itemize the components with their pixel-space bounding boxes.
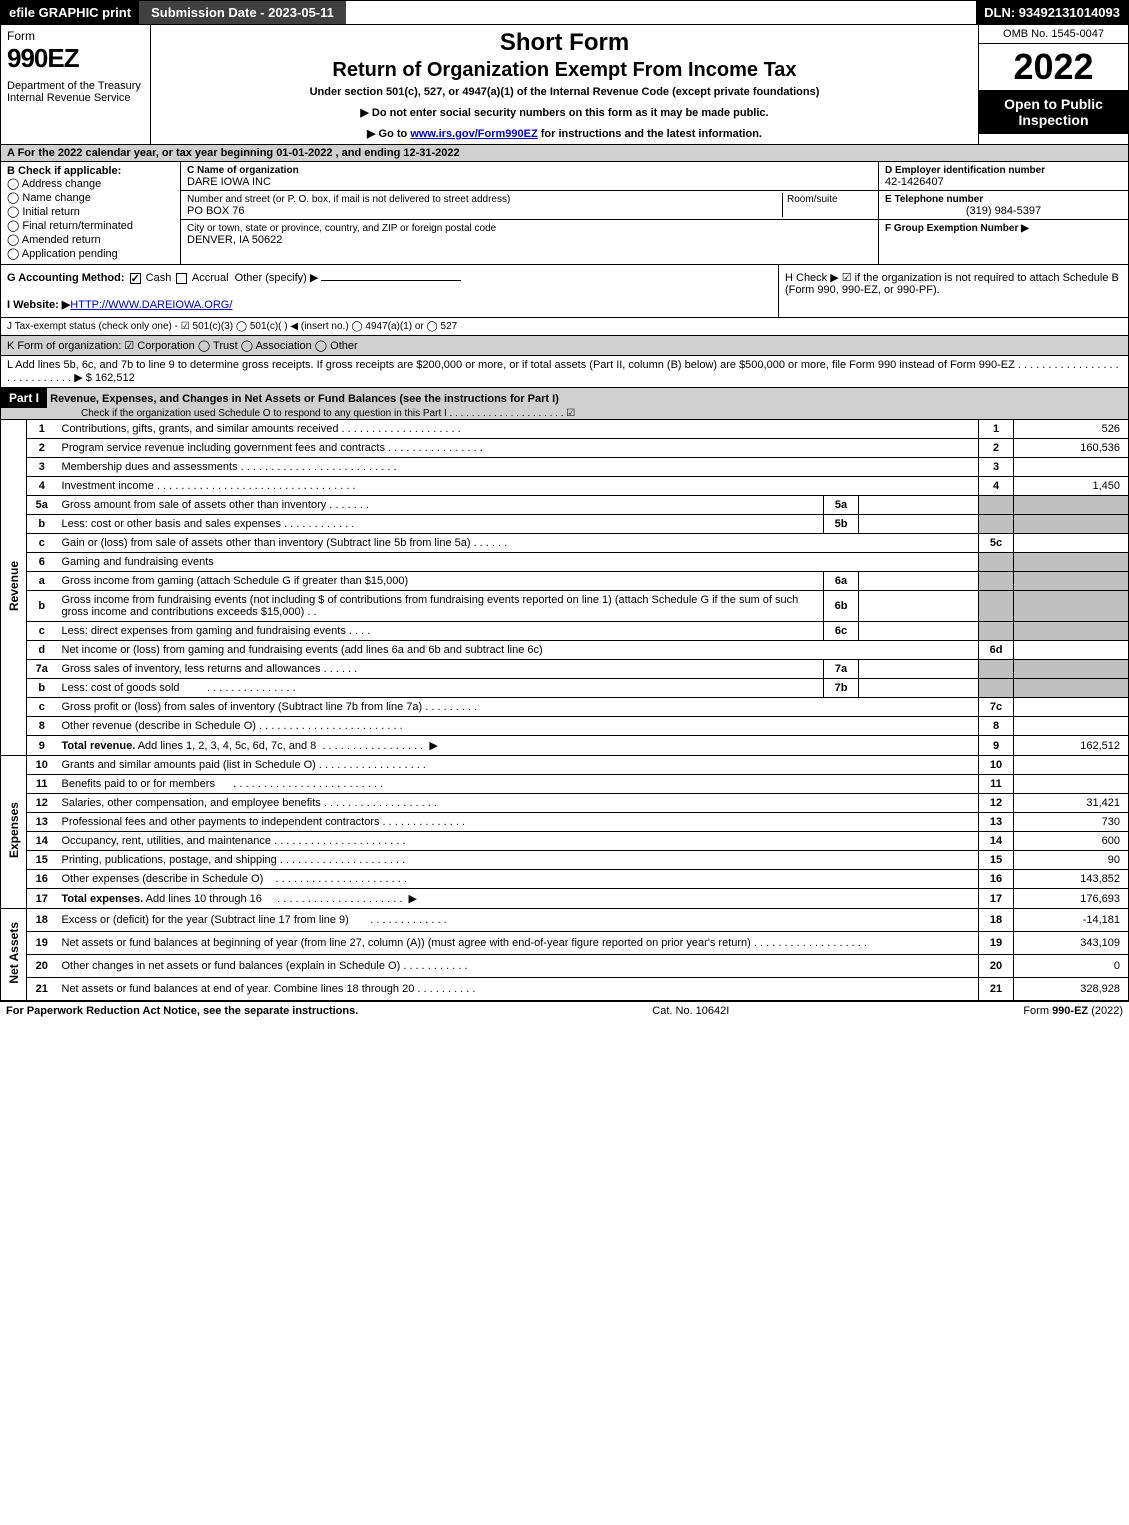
revenue-sidebar: Revenue: [7, 551, 21, 621]
city: DENVER, IA 50622: [187, 234, 282, 246]
omb-number: OMB No. 1545-0047: [979, 25, 1128, 44]
line-6d: dNet income or (loss) from gaming and fu…: [1, 641, 1129, 660]
footer-center: Cat. No. 10642I: [652, 1005, 729, 1017]
section-k: K Form of organization: ☑ Corporation ◯ …: [0, 336, 1129, 356]
line-7c: cGross profit or (loss) from sales of in…: [1, 698, 1129, 717]
line-14: 14Occupancy, rent, utilities, and mainte…: [1, 832, 1129, 851]
goto-note: ▶ Go to www.irs.gov/Form990EZ for instru…: [161, 127, 968, 140]
chk-final[interactable]: ◯ Final return/terminated: [7, 219, 174, 232]
line-2: 2Program service revenue including gover…: [1, 439, 1129, 458]
dln: DLN: 93492131014093: [976, 1, 1128, 24]
line-18: Net Assets 18Excess or (deficit) for the…: [1, 909, 1129, 932]
top-bar: efile GRAPHIC print Submission Date - 20…: [0, 0, 1129, 25]
line-6a: aGross income from gaming (attach Schedu…: [1, 572, 1129, 591]
form-header: Form 990EZ Department of the Treasury In…: [0, 25, 1129, 145]
line-17: 17Total expenses. Add lines 10 through 1…: [1, 889, 1129, 909]
open-inspection: Open to Public Inspection: [979, 90, 1128, 134]
chk-accrual[interactable]: [176, 273, 187, 284]
line-12: 12Salaries, other compensation, and empl…: [1, 794, 1129, 813]
line-5c: cGain or (loss) from sale of assets othe…: [1, 534, 1129, 553]
section-d: D Employer identification number 42-1426…: [878, 162, 1128, 264]
line-10: Expenses 10Grants and similar amounts pa…: [1, 756, 1129, 775]
line-6b: bGross income from fundraising events (n…: [1, 591, 1129, 622]
part-1-table: Revenue 1Contributions, gifts, grants, a…: [0, 420, 1129, 1001]
line-9: 9Total revenue. Add lines 1, 2, 3, 4, 5c…: [1, 736, 1129, 756]
line-11: 11Benefits paid to or for members . . . …: [1, 775, 1129, 794]
website-link[interactable]: HTTP://WWW.DAREIOWA.ORG/: [70, 299, 232, 311]
header-right: OMB No. 1545-0047 2022 Open to Public In…: [978, 25, 1128, 144]
section-b: B Check if applicable: ◯ Address change …: [1, 162, 181, 264]
section-gh: G Accounting Method: Cash Accrual Other …: [0, 265, 1129, 318]
expenses-sidebar: Expenses: [7, 792, 21, 868]
header-left: Form 990EZ Department of the Treasury In…: [1, 25, 151, 144]
main-title: Return of Organization Exempt From Incom…: [161, 59, 968, 82]
netassets-sidebar: Net Assets: [7, 912, 21, 994]
line-1: Revenue 1Contributions, gifts, grants, a…: [1, 420, 1129, 439]
line-15: 15Printing, publications, postage, and s…: [1, 851, 1129, 870]
line-6: 6Gaming and fundraising events: [1, 553, 1129, 572]
ein: 42-1426407: [885, 176, 944, 188]
department: Department of the Treasury Internal Reve…: [7, 80, 144, 104]
section-l: L Add lines 5b, 6c, and 7b to line 9 to …: [0, 356, 1129, 388]
chk-amended[interactable]: ◯ Amended return: [7, 233, 174, 246]
line-20: 20Other changes in net assets or fund ba…: [1, 954, 1129, 977]
short-form-title: Short Form: [161, 29, 968, 57]
line-5b: bLess: cost or other basis and sales exp…: [1, 515, 1129, 534]
line-3: 3Membership dues and assessments . . . .…: [1, 458, 1129, 477]
line-7b: bLess: cost of goods sold . . . . . . . …: [1, 679, 1129, 698]
header-center: Short Form Return of Organization Exempt…: [151, 25, 978, 144]
chk-name[interactable]: ◯ Name change: [7, 191, 174, 204]
ssn-note: ▶ Do not enter social security numbers o…: [161, 106, 968, 119]
line-13: 13Professional fees and other payments t…: [1, 813, 1129, 832]
section-a: A For the 2022 calendar year, or tax yea…: [0, 145, 1129, 162]
section-c: C Name of organization DARE IOWA INC Num…: [181, 162, 878, 264]
telephone: (319) 984-5397: [885, 205, 1122, 217]
efile-label[interactable]: efile GRAPHIC print: [1, 1, 139, 24]
subtitle: Under section 501(c), 527, or 4947(a)(1)…: [161, 86, 968, 98]
chk-address[interactable]: ◯ Address change: [7, 177, 174, 190]
section-j: J Tax-exempt status (check only one) - ☑…: [0, 318, 1129, 336]
form-number: 990EZ: [7, 43, 144, 74]
street: PO BOX 76: [187, 205, 244, 217]
line-6c: cLess: direct expenses from gaming and f…: [1, 622, 1129, 641]
form-word: Form: [7, 29, 144, 43]
line-21: 21Net assets or fund balances at end of …: [1, 977, 1129, 1000]
footer-right: Form 990-EZ (2022): [1023, 1005, 1123, 1017]
line-19: 19Net assets or fund balances at beginni…: [1, 931, 1129, 954]
submission-date: Submission Date - 2023-05-11: [139, 1, 346, 24]
line-16: 16Other expenses (describe in Schedule O…: [1, 870, 1129, 889]
tax-year: 2022: [979, 44, 1128, 90]
part-1-header: Part I Revenue, Expenses, and Changes in…: [0, 388, 1129, 420]
irs-link[interactable]: www.irs.gov/Form990EZ: [410, 128, 537, 140]
line-5a: 5aGross amount from sale of assets other…: [1, 496, 1129, 515]
section-g: G Accounting Method: Cash Accrual Other …: [1, 265, 778, 317]
chk-pending[interactable]: ◯ Application pending: [7, 247, 174, 260]
info-grid: B Check if applicable: ◯ Address change …: [0, 162, 1129, 265]
chk-initial[interactable]: ◯ Initial return: [7, 205, 174, 218]
chk-cash[interactable]: [130, 273, 141, 284]
page-footer: For Paperwork Reduction Act Notice, see …: [0, 1001, 1129, 1020]
footer-left: For Paperwork Reduction Act Notice, see …: [6, 1005, 358, 1017]
org-name: DARE IOWA INC: [187, 176, 271, 188]
line-8: 8Other revenue (describe in Schedule O) …: [1, 717, 1129, 736]
line-7a: 7aGross sales of inventory, less returns…: [1, 660, 1129, 679]
section-h: H Check ▶ ☑ if the organization is not r…: [778, 265, 1128, 317]
line-4: 4Investment income . . . . . . . . . . .…: [1, 477, 1129, 496]
gross-receipts: 162,512: [95, 372, 135, 384]
